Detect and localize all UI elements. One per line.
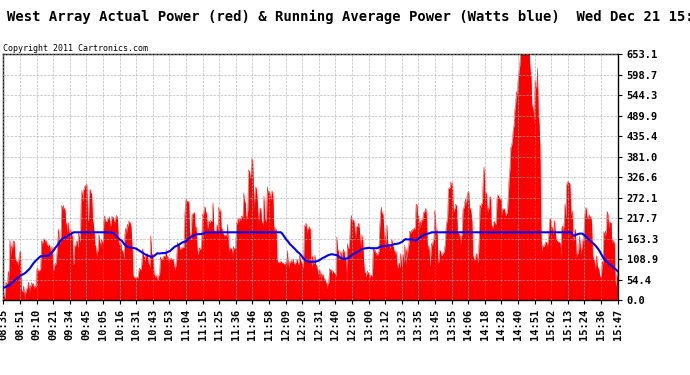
Text: Copyright 2011 Cartronics.com: Copyright 2011 Cartronics.com — [3, 44, 148, 53]
Text: West Array Actual Power (red) & Running Average Power (Watts blue)  Wed Dec 21 1: West Array Actual Power (red) & Running … — [7, 9, 690, 24]
